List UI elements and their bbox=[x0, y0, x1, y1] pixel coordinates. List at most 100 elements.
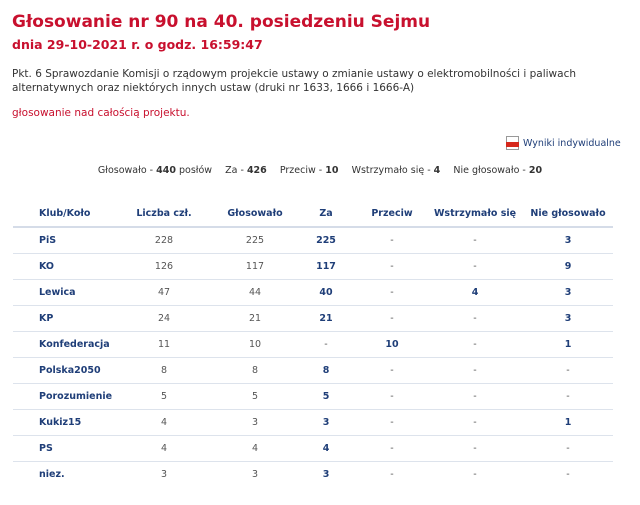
table-cell: - bbox=[523, 435, 613, 462]
vote-count-link[interactable]: 8 bbox=[295, 357, 357, 384]
table-cell: 126 bbox=[113, 253, 215, 280]
vote-count-link[interactable]: 225 bbox=[295, 227, 357, 254]
club-link[interactable]: Kukiz15 bbox=[13, 409, 113, 436]
table-row: niez. 3 3 3 - - - bbox=[13, 462, 613, 488]
voted-suffix: posłów bbox=[178, 165, 213, 176]
club-link[interactable]: niez. bbox=[39, 469, 65, 480]
individual-results-link[interactable]: Wyniki indywidualne bbox=[506, 136, 621, 150]
column-header: Nie głosowało bbox=[523, 200, 613, 228]
table-cell: 4 bbox=[113, 435, 215, 462]
individual-results-label: Wyniki indywidualne bbox=[523, 137, 621, 149]
table-cell: 4 bbox=[215, 435, 295, 462]
table-cell: - bbox=[523, 383, 613, 410]
table-cell: 8 bbox=[215, 357, 295, 384]
club-link[interactable]: PS bbox=[13, 435, 113, 462]
for-label: Za - bbox=[225, 165, 244, 176]
table-cell: 47 bbox=[113, 279, 215, 306]
vote-count-link[interactable]: 4 bbox=[427, 279, 523, 306]
table-cell: - bbox=[427, 383, 523, 410]
pdf-icon bbox=[506, 136, 519, 150]
table-cell: - bbox=[390, 469, 394, 480]
table-cell: - bbox=[427, 227, 523, 254]
page-title: Głosowanie nr 90 na 40. posiedzeniu Sejm… bbox=[12, 12, 431, 32]
table-cell: - bbox=[357, 305, 427, 332]
vote-count-link[interactable]: 3 bbox=[523, 227, 613, 254]
club-link[interactable]: PiS bbox=[13, 227, 113, 254]
against-count: 10 bbox=[325, 165, 339, 176]
table-cell: - bbox=[357, 227, 427, 254]
vote-scope: głosowanie nad całością projektu. bbox=[12, 107, 190, 119]
club-results-table: Klub/Koło Liczba czł. Głosowało Za Przeciw Ws… bbox=[13, 200, 613, 487]
table-cell: 3 bbox=[160, 469, 168, 480]
table-row: KO 126 117 117- -9 bbox=[13, 253, 613, 280]
vote-count-link[interactable]: 21 bbox=[295, 305, 357, 332]
not-voted-label: Nie głosowało - bbox=[453, 165, 526, 176]
against-label: Przeciw - bbox=[279, 165, 323, 176]
vote-count-link[interactable]: 40 bbox=[295, 279, 357, 306]
table-cell: 5 bbox=[215, 383, 295, 410]
table-cell: - bbox=[357, 435, 427, 462]
club-link[interactable]: KP bbox=[13, 305, 113, 332]
table-row: PiS 228 225 225- -3 bbox=[13, 227, 613, 254]
table-cell: - bbox=[427, 357, 523, 384]
table-cell: 117 bbox=[215, 253, 295, 280]
table-row: Polska2050 8 8 8- - - bbox=[13, 357, 613, 384]
table-cell: - bbox=[523, 357, 613, 384]
table-row: Lewica 47 44 40-4 3 bbox=[13, 279, 613, 306]
club-link[interactable]: Lewica bbox=[13, 279, 113, 306]
table-cell: 3 bbox=[215, 409, 295, 436]
table-row: Porozumienie 5 5 5- - - bbox=[13, 383, 613, 410]
table-cell: - bbox=[357, 279, 427, 306]
column-header: Przeciw bbox=[357, 200, 427, 228]
agenda-item-description: Pkt. 6 Sprawozdanie Komisji o rządowym p… bbox=[12, 68, 577, 94]
vote-count-link[interactable]: 3 bbox=[295, 409, 357, 436]
vote-count-link[interactable]: 117 bbox=[295, 253, 357, 280]
table-cell: - bbox=[473, 469, 477, 480]
abstain-label: Wstrzymało się - bbox=[351, 165, 431, 176]
vote-count-link[interactable]: 9 bbox=[523, 253, 613, 280]
vote-count-link[interactable]: 5 bbox=[295, 383, 357, 410]
table-cell: - bbox=[357, 253, 427, 280]
table-cell: 21 bbox=[215, 305, 295, 332]
club-link[interactable]: Konfederacja bbox=[13, 331, 113, 358]
abstain-count: 4 bbox=[433, 165, 441, 176]
vote-count-link[interactable]: 3 bbox=[523, 305, 613, 332]
table-cell: 3 bbox=[251, 469, 259, 480]
club-link[interactable]: KO bbox=[13, 253, 113, 280]
table-row: PS 4 4 4- - - bbox=[13, 435, 613, 462]
table-cell: 225 bbox=[215, 227, 295, 254]
table-header-row: Klub/Koło Liczba czł. Głosowało Za Przeciw Ws… bbox=[13, 200, 613, 228]
table-cell: - bbox=[427, 435, 523, 462]
vote-count-link[interactable]: 1 bbox=[523, 331, 613, 358]
column-header: Liczba czł. bbox=[113, 200, 215, 228]
table-cell: 10 bbox=[215, 331, 295, 358]
table-cell: - bbox=[427, 331, 523, 358]
table-cell: 228 bbox=[113, 227, 215, 254]
not-voted-count: 20 bbox=[528, 165, 543, 176]
column-header: Wstrzymało się bbox=[427, 200, 523, 228]
table-row: Konfederacja 11 10-10-1 bbox=[13, 331, 613, 358]
table-cell: - bbox=[295, 331, 357, 358]
table-cell: - bbox=[357, 357, 427, 384]
column-header: Klub/Koło bbox=[13, 200, 113, 228]
club-link[interactable]: Polska2050 bbox=[13, 357, 113, 384]
vote-count-link[interactable]: 3 bbox=[322, 469, 330, 480]
vote-count-link[interactable]: 3 bbox=[523, 279, 613, 306]
club-link[interactable]: Porozumienie bbox=[13, 383, 113, 410]
vote-count-link[interactable]: 1 bbox=[523, 409, 613, 436]
table-cell: - bbox=[357, 409, 427, 436]
table-cell: 8 bbox=[113, 357, 215, 384]
voted-count: 440 bbox=[156, 165, 176, 176]
column-header: Za bbox=[295, 200, 357, 228]
table-cell: 24 bbox=[113, 305, 215, 332]
column-header: Głosowało bbox=[215, 200, 295, 228]
table-row: Kukiz15 4 3 3- -1 bbox=[13, 409, 613, 436]
for-count: 426 bbox=[246, 165, 267, 176]
table-row: KP 24 21 21- -3 bbox=[13, 305, 613, 332]
vote-datetime: dnia 29-10-2021 r. o godz. 16:59:47 bbox=[12, 37, 263, 52]
vote-count-link[interactable]: 10 bbox=[357, 331, 427, 358]
vote-summary: Głosowało - 440 posłów Za - 426 Przeciw … bbox=[0, 165, 640, 176]
vote-count-link[interactable]: 4 bbox=[295, 435, 357, 462]
table-cell: 11 bbox=[113, 331, 215, 358]
table-cell: - bbox=[427, 305, 523, 332]
